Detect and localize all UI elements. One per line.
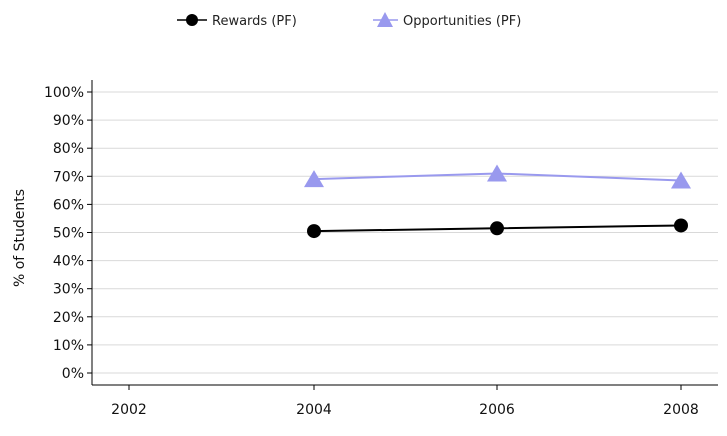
y-tick-label: 90% xyxy=(53,113,84,129)
series-layer xyxy=(304,164,691,239)
data-point-circle xyxy=(490,221,504,236)
legend-marker-triangle xyxy=(377,12,393,27)
x-tick-label: 2006 xyxy=(479,402,515,418)
y-tick-label: 0% xyxy=(62,366,84,382)
data-point-circle xyxy=(307,224,321,239)
y-tick-label: 30% xyxy=(53,282,84,298)
legend: Rewards (PF) Opportunities (PF) xyxy=(177,12,521,29)
x-ticks: 2002 2004 2006 2008 xyxy=(111,385,699,418)
y-tick-label: 80% xyxy=(53,141,84,157)
y-ticks: 0% 10% 20% 30% 40% 50% 60% 70% 80% 90% 100% xyxy=(44,85,92,382)
y-tick-label: 10% xyxy=(53,338,84,354)
y-tick-label: 70% xyxy=(53,169,84,185)
legend-item-rewards: Rewards (PF) xyxy=(177,14,297,29)
y-tick-label: 60% xyxy=(53,197,84,213)
x-tick-label: 2002 xyxy=(111,402,147,418)
y-tick-label: 100% xyxy=(44,85,84,101)
gridlines xyxy=(92,91,718,374)
legend-item-opportunities: Opportunities (PF) xyxy=(373,12,521,29)
data-point-triangle xyxy=(671,171,691,189)
y-tick-label: 40% xyxy=(53,254,84,270)
data-point-circle xyxy=(674,218,688,233)
y-tick-label: 50% xyxy=(53,226,84,242)
data-point-triangle xyxy=(487,164,507,182)
legend-marker-circle xyxy=(186,14,198,26)
legend-label-opportunities: Opportunities (PF) xyxy=(403,14,521,29)
x-tick-label: 2004 xyxy=(296,402,332,418)
legend-label-rewards: Rewards (PF) xyxy=(212,14,297,29)
y-tick-label: 20% xyxy=(53,310,84,326)
data-point-triangle xyxy=(304,170,324,188)
y-axis-title: % of Students xyxy=(12,189,28,287)
x-tick-label: 2008 xyxy=(663,402,699,418)
